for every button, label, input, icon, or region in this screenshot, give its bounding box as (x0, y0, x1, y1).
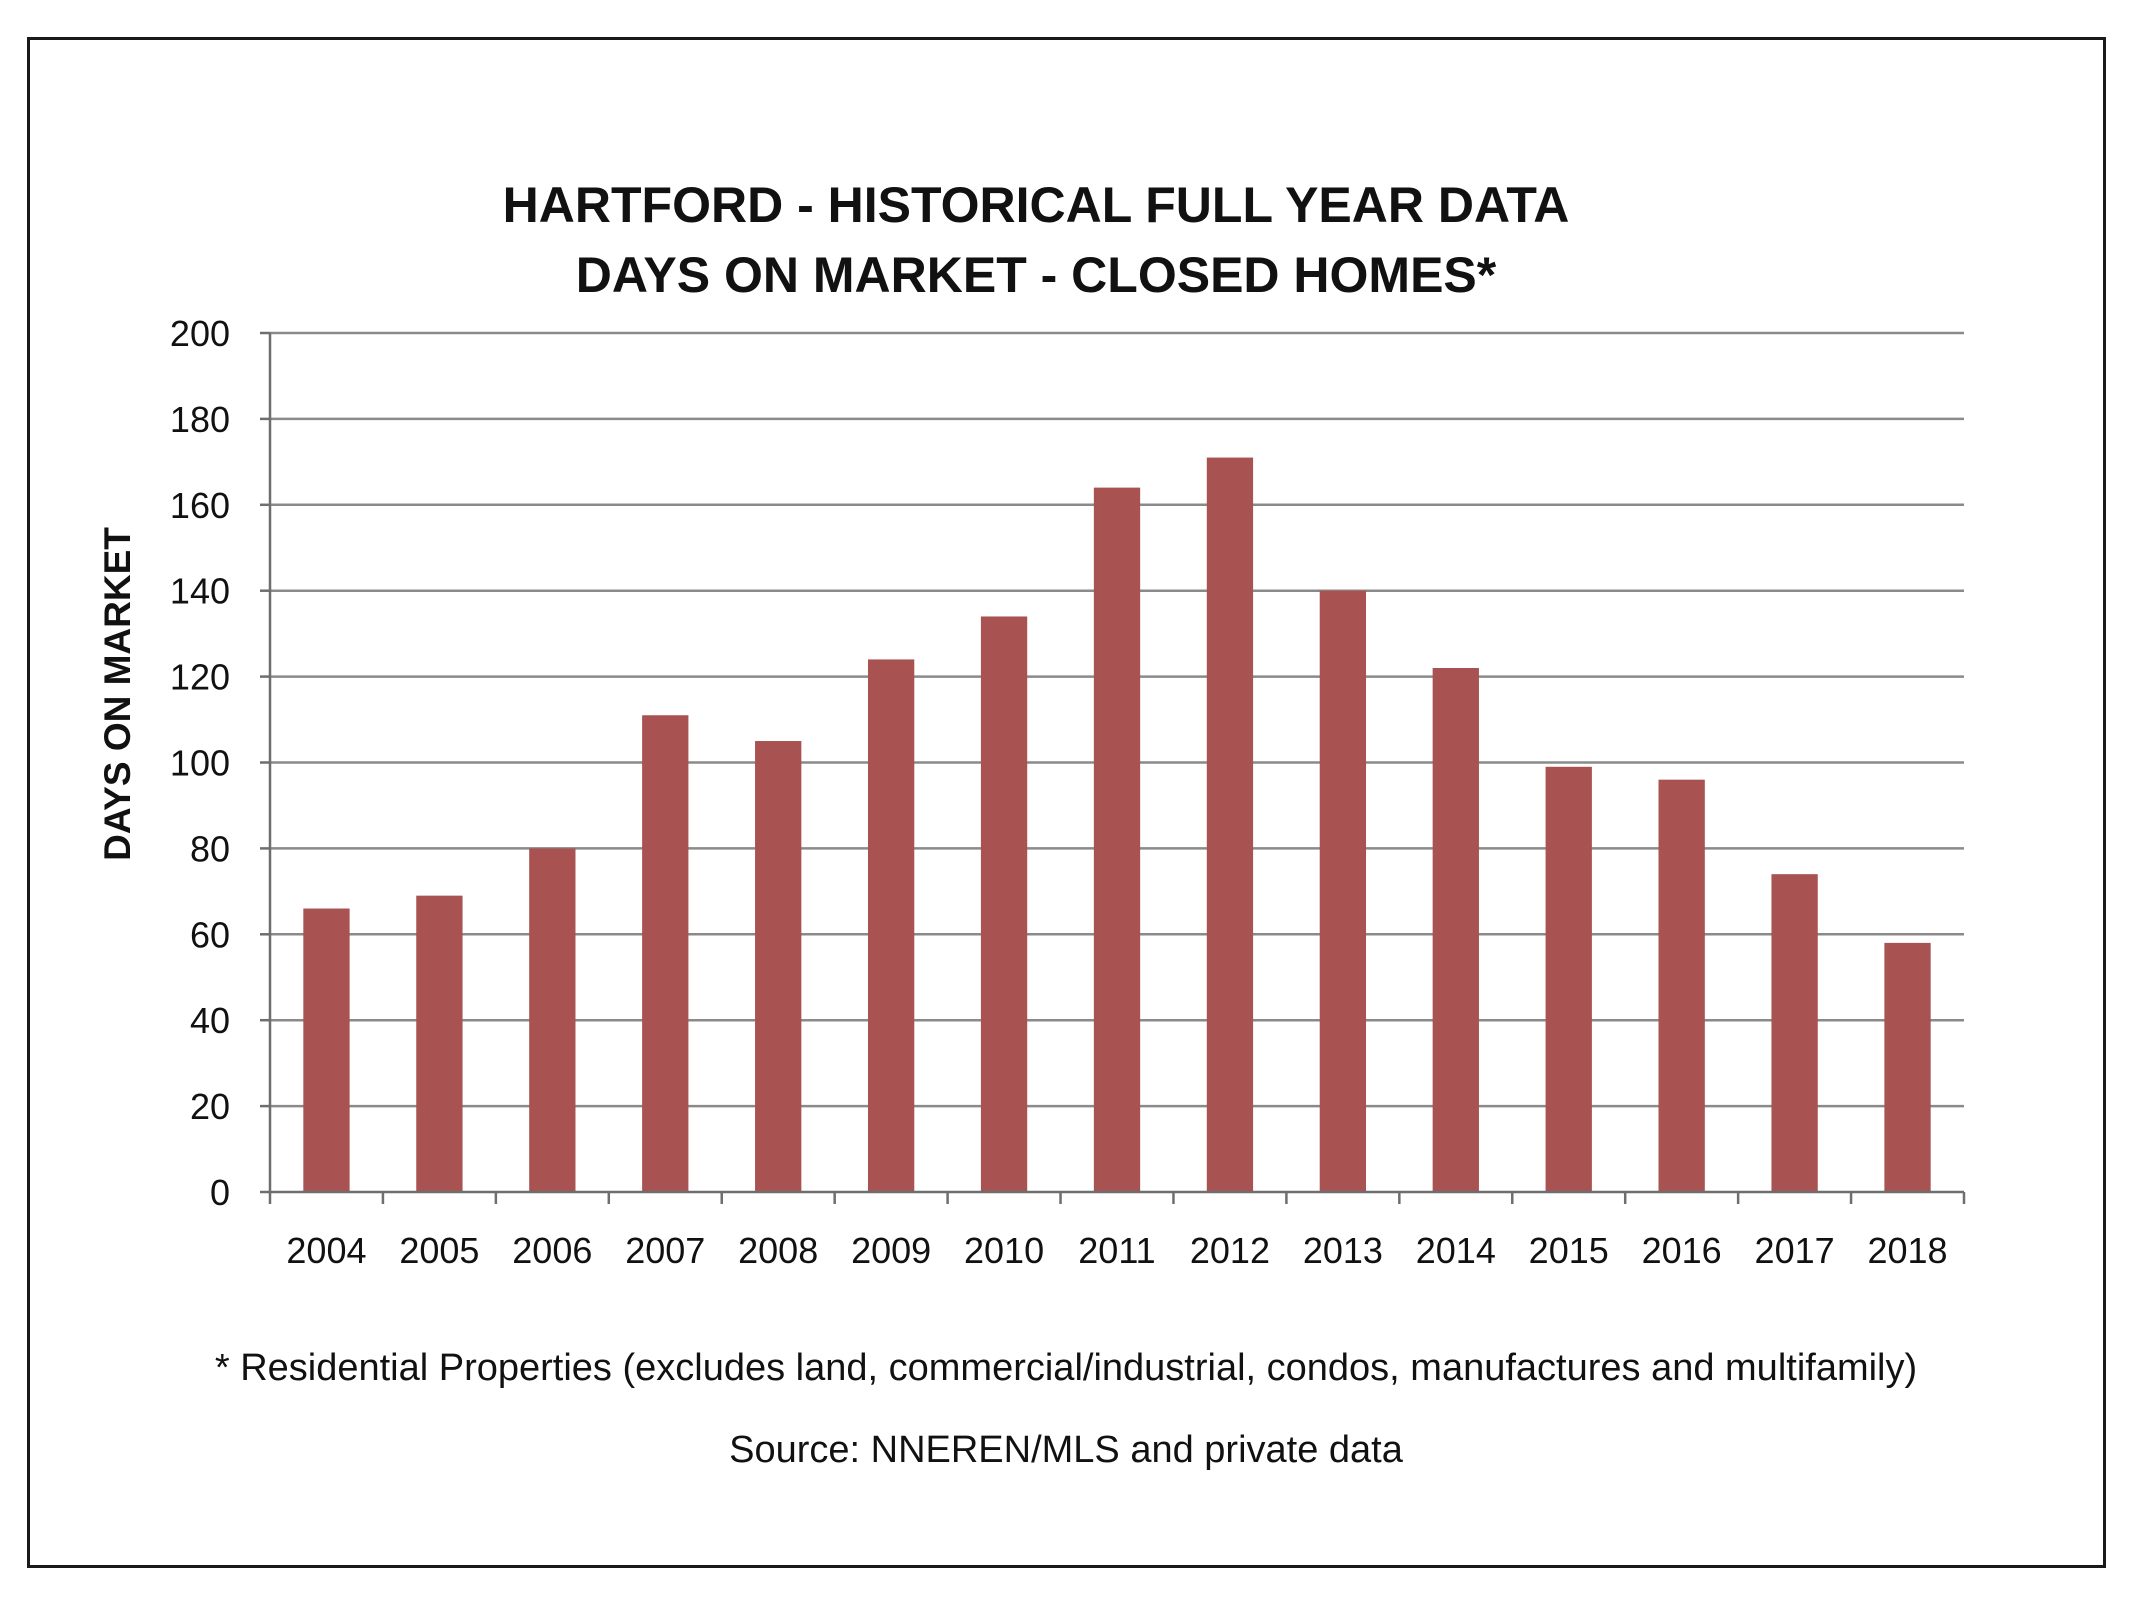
axes (260, 331, 1966, 1204)
bar-2014 (1432, 668, 1479, 1192)
y-tick-labels: 0 20 40 60 80 100 120 140 160 180 200 (170, 313, 230, 1213)
bar-2008 (755, 741, 802, 1192)
bar-2015 (1545, 766, 1592, 1192)
bar-2006 (529, 848, 576, 1192)
y-tick-label: 80 (190, 828, 230, 869)
x-tick-label: 2015 (1529, 1230, 1609, 1271)
y-tick-label: 120 (170, 657, 230, 698)
chart-title-line-2: DAYS ON MARKET - CLOSED HOMES* (576, 247, 1497, 303)
x-tick-label: 2008 (738, 1230, 818, 1271)
bar-2012 (1206, 457, 1254, 1192)
y-tick-label: 160 (170, 485, 230, 526)
x-tick-label: 2011 (1078, 1230, 1155, 1271)
source-note: Source: NNEREN/MLS and private data (729, 1429, 1404, 1471)
y-tick-label: 200 (170, 313, 230, 354)
bar-2007 (642, 715, 689, 1192)
footnote: * Residential Properties (excludes land,… (215, 1347, 1917, 1389)
x-tick-label: 2017 (1755, 1230, 1835, 1271)
y-tick-label: 140 (170, 571, 230, 612)
x-tick-label: 2012 (1190, 1230, 1270, 1271)
bar-2013 (1319, 590, 1367, 1192)
x-tick-label: 2005 (399, 1230, 479, 1271)
y-axis-title: DAYS ON MARKET (97, 527, 138, 861)
x-tick-label: 2013 (1303, 1230, 1383, 1271)
bar-2009 (867, 659, 915, 1192)
y-tick-label: 100 (170, 743, 230, 784)
x-tick-label: 2018 (1867, 1230, 1947, 1271)
y-tick-label: 180 (170, 399, 230, 440)
x-tick-label: 2006 (512, 1230, 592, 1271)
bar-2010 (980, 616, 1028, 1192)
x-tick-label: 2014 (1416, 1230, 1496, 1271)
bars (303, 457, 1931, 1192)
y-tick-label: 20 (190, 1086, 230, 1127)
x-tick-labels: 2004 2005 2006 2007 2008 2009 2010 2011 2012 2013… (286, 1230, 1947, 1271)
x-tick-label: 2009 (851, 1230, 931, 1271)
bar-2004 (303, 908, 350, 1192)
bar-2011 (1093, 487, 1141, 1192)
x-tick-label: 2010 (964, 1230, 1044, 1271)
x-tick-label: 2004 (286, 1230, 366, 1271)
y-tick-label: 60 (190, 914, 230, 955)
bar-2016 (1658, 779, 1705, 1192)
x-tick-label: 2007 (625, 1230, 705, 1271)
bar-2018 (1884, 942, 1931, 1192)
bar-2005 (416, 895, 463, 1192)
chart-frame (27, 37, 2106, 1568)
y-tick-label: 40 (190, 1000, 230, 1041)
chart-title-line-1: HARTFORD - HISTORICAL FULL YEAR DATA (503, 177, 1570, 233)
bar-2017 (1771, 874, 1818, 1192)
y-tick-label: 0 (210, 1172, 230, 1213)
x-tick-label: 2016 (1642, 1230, 1722, 1271)
